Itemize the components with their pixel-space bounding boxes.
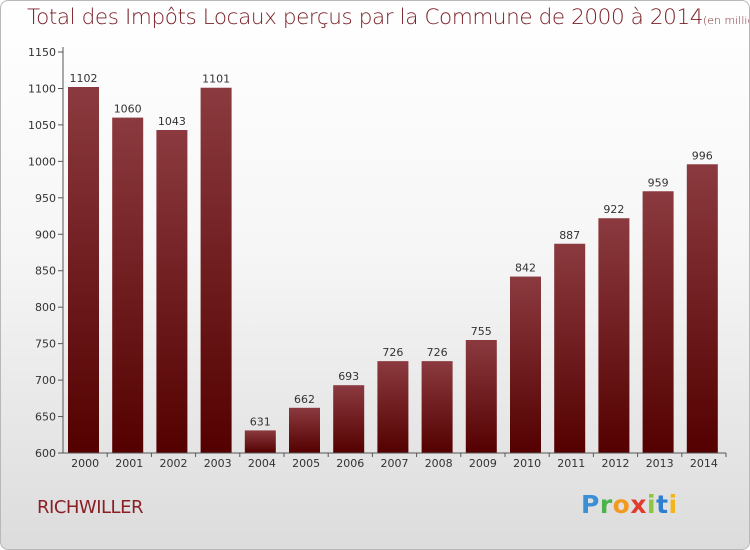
chart-title-main: Total des Impôts Locaux perçus par la Co… [27,5,703,30]
y-tick-label: 1100 [28,82,56,95]
logo-letter: x [630,490,647,519]
bar [465,339,497,453]
bar [510,276,541,453]
y-tick-label: 1000 [28,155,56,168]
bar [200,87,232,453]
bar-value-label: 726 [427,346,448,359]
logo-letter: i [647,490,657,519]
proxiti-logo: Proxiti [581,490,678,519]
y-tick-label: 1050 [28,119,56,132]
bar [244,430,276,453]
x-tick-label: 2009 [469,457,497,470]
x-tick-label: 2008 [425,457,453,470]
x-tick-label: 2003 [204,457,232,470]
chart-title-unit: (en milliers d'€) [703,14,749,27]
logo-letter: o [612,490,631,519]
x-tick-label: 2013 [646,457,674,470]
bar-value-label: 1102 [70,72,98,85]
bar-value-label: 887 [559,229,580,242]
bar [377,361,409,453]
bar [289,407,320,453]
x-tick-label: 2005 [292,457,320,470]
x-tick-label: 2000 [71,457,99,470]
x-tick-label: 2011 [557,457,585,470]
bar-value-label: 996 [692,149,713,162]
y-tick-label: 950 [35,192,56,205]
bar-value-label: 631 [250,415,271,428]
logo-letter: i [668,490,678,519]
y-tick-label: 700 [35,374,56,387]
bar-value-label: 842 [515,262,536,275]
bar-value-label: 693 [338,370,359,383]
bar [686,164,718,453]
bar [421,361,453,453]
bar-value-label: 922 [603,203,624,216]
logo-letter: P [581,490,600,519]
bar [68,86,99,453]
y-axis: 600 650 700 750 800 850 900 950 1000 1050 1100 1150 [28,46,64,460]
bar [642,191,674,454]
x-tick-label: 2002 [160,457,188,470]
bar-value-label: 959 [648,176,669,189]
bar [156,130,188,453]
bar-value-label: 1060 [114,103,142,116]
y-tick-label: 1150 [28,46,56,59]
y-tick-label: 750 [35,338,56,351]
y-tick-label: 650 [35,411,56,424]
x-tick-label: 2010 [513,457,541,470]
bar-value-label: 1101 [202,73,230,86]
x-axis: 2000 2001 2002 2003 2004 2005 2006 2007 2008 2009… [63,452,727,470]
x-tick-label: 2007 [381,457,409,470]
y-tick-label: 850 [35,265,56,278]
x-tick-label: 2014 [690,457,718,470]
bar-value-label: 1043 [158,115,186,128]
x-tick-label: 2012 [602,457,630,470]
x-tick-label: 2004 [248,457,276,470]
bar [554,243,586,453]
logo-letter: r [599,490,613,519]
bar-value-label: 755 [471,325,492,338]
bars: 1102 1060 1043 1101 631 662 693 726 726 755 842 887… [68,72,718,454]
bar [333,385,365,453]
y-tick-label: 800 [35,301,56,314]
y-tick-label: 900 [35,228,56,241]
x-tick-label: 2006 [336,457,364,470]
bar [112,117,144,454]
logo-letter: t [656,490,669,519]
y-tick-label: 600 [35,447,56,460]
bar [598,218,630,453]
chart-title: Total des Impôts Locaux perçus par la Co… [27,5,749,30]
x-tick-label: 2001 [115,457,143,470]
bar-value-label: 726 [382,346,403,359]
commune-name: RICHWILLER [37,497,143,518]
bar-value-label: 662 [294,393,315,406]
